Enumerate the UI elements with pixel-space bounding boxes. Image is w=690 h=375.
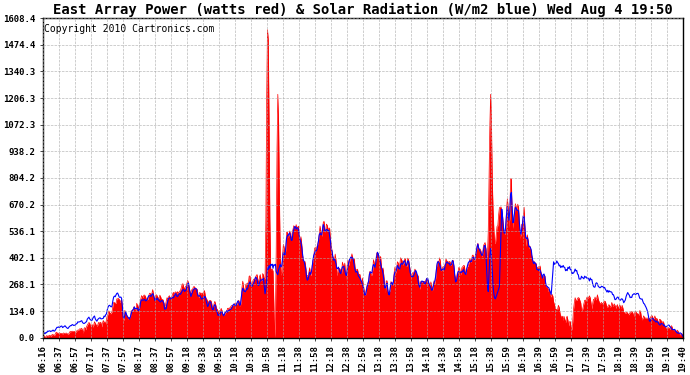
Title: East Array Power (watts red) & Solar Radiation (W/m2 blue) Wed Aug 4 19:50: East Array Power (watts red) & Solar Rad… [53, 3, 673, 17]
Text: Copyright 2010 Cartronics.com: Copyright 2010 Cartronics.com [44, 24, 215, 34]
